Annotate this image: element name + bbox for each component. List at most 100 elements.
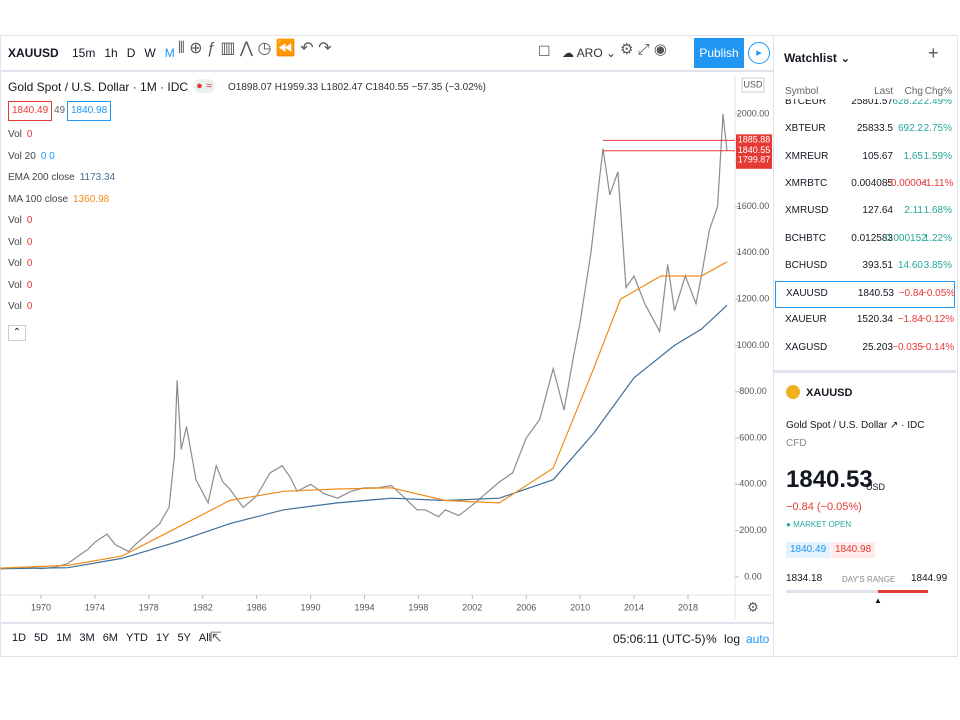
watchlist-row[interactable]: XAUEUR 1520.34 −1.84 −0.12% <box>775 308 954 333</box>
auto-toggle[interactable]: auto <box>746 632 770 646</box>
watchlist-cell: XAGUSD <box>785 341 828 353</box>
details-exchange: IDC <box>907 420 925 431</box>
x-tick-label: 2002 <box>462 602 482 612</box>
watchlist-cell: 0.004085 <box>851 177 893 189</box>
percent-toggle[interactable]: % <box>706 632 717 646</box>
symbol-search[interactable]: XAUUSD <box>8 46 59 60</box>
watchlist-cell: −0.05% <box>921 288 955 300</box>
indicator-row: Vol 0 <box>8 279 115 301</box>
add-symbol[interactable]: + <box>928 43 939 63</box>
watchlist-cell: 1.65 <box>903 150 923 162</box>
date-range-icon[interactable]: ⇱ <box>210 629 222 645</box>
watchlist-cell: −1.11% <box>920 177 954 189</box>
watchlist-title[interactable]: Watchlist ⌄ <box>784 51 851 65</box>
y-tick-label: 0.00 <box>744 571 762 581</box>
layout-icon[interactable]: ☐ <box>538 43 551 59</box>
details-bid: 1840.49 <box>786 542 831 558</box>
watchlist-row[interactable]: XMREUR 105.67 1.65 1.59% <box>775 145 953 170</box>
toolbar-icons[interactable]: ⫴ ⊕ ƒ ▥ ⋀ ◷ ⏪ ↶ ↷ <box>178 40 332 57</box>
watchlist-cell: −0.00004 <box>885 177 927 189</box>
x-tick-label: 1998 <box>408 602 428 612</box>
market-status-text: MARKET OPEN <box>793 520 852 529</box>
settings-icons[interactable]: ⚙ ⤢ ◉ <box>620 41 667 58</box>
watchlist-cell: 1.22% <box>923 232 952 244</box>
symbol-icon <box>786 385 800 399</box>
x-tick-label: 2014 <box>624 602 644 612</box>
range-button[interactable]: 5Y <box>177 632 191 644</box>
range-button[interactable]: 6M <box>102 632 118 644</box>
range-button[interactable]: YTD <box>125 632 148 644</box>
x-tick-label: 2010 <box>570 602 590 612</box>
template-name: ARO <box>576 46 603 60</box>
indicator-name: Vol <box>8 258 22 269</box>
currency-box <box>741 77 765 93</box>
range-button[interactable]: 1D <box>12 632 27 644</box>
y-tick-label: 200.00 <box>739 525 767 535</box>
indicator-name: Vol <box>8 279 22 291</box>
publish-button[interactable]: Publish <box>694 38 744 68</box>
indicator-row: Vol 0 <box>8 236 115 258</box>
series-line <box>0 304 728 570</box>
y-tick-label: 1000.00 <box>737 340 770 350</box>
watchlist-cell: −0.84 <box>898 288 924 300</box>
watchlist-cell: 25801.57 <box>851 99 893 107</box>
watchlist-cell: −1.84 <box>897 314 923 326</box>
x-tick-label: 2018 <box>678 602 698 612</box>
column-header: Chg% <box>924 86 952 97</box>
details-name: Gold Spot / U.S. Dollar <box>786 420 888 431</box>
watchlist-row[interactable]: XMRUSD 127.64 2.11 1.68% <box>775 199 953 224</box>
price-tag-label: 1840.55 <box>738 145 771 155</box>
watchlist-row[interactable]: XMRBTC 0.004085 −0.00004 −1.11% <box>775 172 953 197</box>
details-currency: USD <box>866 482 886 492</box>
range-button[interactable]: 1Y <box>155 632 170 644</box>
collapse-button[interactable]: ⌃ <box>8 325 26 341</box>
panel-toggle[interactable]: ▸ <box>748 42 770 64</box>
interval-button[interactable]: W <box>144 46 156 60</box>
watchlist-row[interactable]: XAUUSD 1840.53 −0.84 −0.05% <box>775 281 955 309</box>
legend-toggle[interactable]: ● ≈ <box>193 79 215 93</box>
watchlist-row[interactable]: BTCEUR 25801.57 628.22 2.49% <box>775 99 953 115</box>
indicator-name: Vol <box>8 215 22 226</box>
range-button[interactable]: All <box>198 632 212 644</box>
column-header: Last <box>874 86 893 97</box>
range-marker: ▲ <box>874 596 882 605</box>
log-toggle[interactable]: log <box>724 632 741 646</box>
watchlist-cell: XMREUR <box>785 150 829 162</box>
template-button[interactable]: ☁ ARO ⌄ <box>562 46 617 60</box>
watchlist-cell: 0.000152 <box>885 232 927 244</box>
interval-button[interactable]: 15m <box>72 46 96 60</box>
bid-price[interactable]: 1840.49 <box>8 101 53 121</box>
spread: 49 <box>54 105 66 116</box>
watchlist-row[interactable]: XBTEUR 25833.5 692.2 2.75% <box>775 117 953 142</box>
column-header: Chg <box>904 86 923 97</box>
details-change: −0.84 (−0.05%) <box>786 501 862 513</box>
watchlist-cell: 25.203 <box>862 341 893 353</box>
indicator-name: Vol 20 <box>8 150 36 162</box>
range-track <box>786 590 928 593</box>
x-tick-label: 1974 <box>85 602 105 612</box>
price-tag <box>736 154 772 167</box>
range-button[interactable]: 1M <box>56 632 72 644</box>
watchlist-cell: BTCEUR <box>785 99 827 107</box>
indicator-row: Vol 0 <box>8 128 115 150</box>
range-button[interactable]: 3M <box>79 632 95 644</box>
range-button[interactable]: 5D <box>34 632 49 644</box>
interval-button[interactable]: M <box>164 46 175 60</box>
indicator-name: Vol <box>8 301 22 312</box>
watchlist-cell: 1520.34 <box>856 314 893 326</box>
details-price: 1840.53 <box>786 466 873 493</box>
price-tag-label: 1799.87 <box>738 155 771 165</box>
ask-price[interactable]: 1840.98 <box>67 101 112 121</box>
watchlist-row[interactable]: BCHBTC 0.012583 0.000152 1.22% <box>775 227 953 252</box>
watchlist-row[interactable]: BCHUSD 393.51 14.60 3.85% <box>775 254 953 279</box>
indicator-row: Vol 0 <box>8 214 115 236</box>
watchlist-cell: 393.51 <box>862 259 893 271</box>
watchlist-cell: 3.85% <box>923 259 952 271</box>
interval-button[interactable]: 1h <box>104 46 118 60</box>
watchlist-cell: XAUUSD <box>786 288 828 300</box>
watchlist-cell: 1.68% <box>923 205 952 217</box>
y-tick-label: 1400.00 <box>737 247 770 257</box>
watchlist-row[interactable]: XAGUSD 25.203 −0.035 −0.14% <box>775 336 954 361</box>
x-tick-label: 1970 <box>31 602 51 612</box>
interval-button[interactable]: D <box>126 46 136 60</box>
